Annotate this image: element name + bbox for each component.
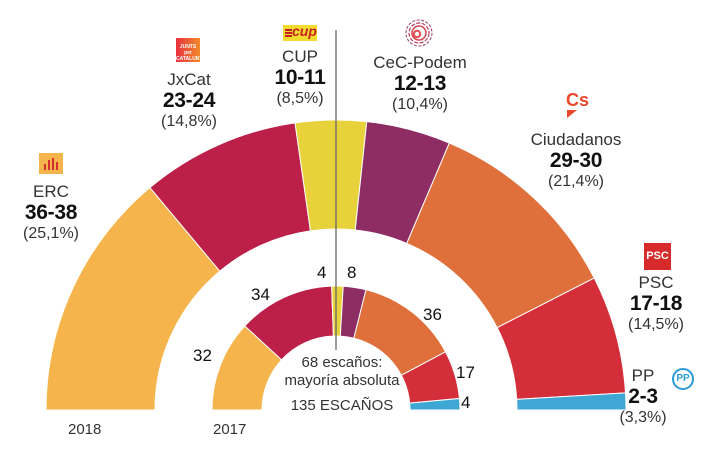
junts-logo-text: JUNTS per CATALUNYA xyxy=(176,44,206,62)
psc-logo-text: PSC xyxy=(646,250,669,262)
cup-logo-text: cup xyxy=(292,23,317,39)
label-pp: PP 2-3 (3,3%) xyxy=(614,366,672,426)
label-jxcat: JxCat 23-24 (14,8%) xyxy=(143,70,235,130)
party-name: PP xyxy=(631,366,655,385)
seats-2017-cup: 4 xyxy=(317,263,327,282)
label-psc: PSC 17-18 (14,5%) xyxy=(614,273,698,333)
label-ciudadanos: Ciudadanos 29-30 (21,4%) xyxy=(516,130,636,190)
seats-2017-pp: 4 xyxy=(461,393,471,412)
party-name: JxCat xyxy=(167,70,211,89)
seats-2017-psc: 17 xyxy=(456,363,475,382)
junts-per-catalunya-logo: JUNTS per CATALUNYA xyxy=(176,38,206,62)
seat-range: 17-18 xyxy=(629,292,683,316)
label-cup: CUP 10-11 (8,5%) xyxy=(256,47,344,107)
ciudadanos-arrow-icon xyxy=(567,110,577,118)
cup-flag-stripes-icon xyxy=(285,29,292,37)
ciudadanos-logo: Cs xyxy=(566,90,596,120)
pp-logo: PP xyxy=(672,368,694,390)
catcomu-podem-logo xyxy=(404,18,434,48)
year-label-2017: 2017 xyxy=(213,421,247,438)
year-label-2018: 2018 xyxy=(68,421,102,438)
erc-bars-icon xyxy=(44,158,58,170)
majority-line1: 68 escaños: xyxy=(301,354,383,371)
seat-range: 29-30 xyxy=(549,149,603,173)
label-erc: ERC 36-38 (25,1%) xyxy=(5,182,97,242)
vote-percent: (8,5%) xyxy=(276,89,324,107)
podem-spiral-icon xyxy=(405,19,433,47)
majority-line2: mayoría absoluta xyxy=(284,372,400,389)
seats-2017-cec: 8 xyxy=(347,263,357,282)
majority-note: 68 escaños: mayoría absoluta xyxy=(272,354,412,390)
total-seats: 135 ESCAÑOS xyxy=(290,397,394,414)
vote-percent: (3,3%) xyxy=(619,408,667,426)
cup-logo: cup xyxy=(283,23,317,41)
seats-2017-jxcat: 34 xyxy=(251,285,270,304)
segment-2018-pp xyxy=(516,392,627,411)
erc-logo xyxy=(39,153,63,174)
party-name: PSC xyxy=(638,273,674,292)
seat-range: 23-24 xyxy=(162,89,216,113)
vote-percent: (25,1%) xyxy=(22,224,80,242)
seats-2017-erc: 32 xyxy=(193,346,212,365)
vote-percent: (21,4%) xyxy=(547,172,605,190)
label-cec-podem: CeC-Podem 12-13 (10,4%) xyxy=(360,53,480,113)
vote-percent: (10,4%) xyxy=(391,95,449,113)
seat-range: 2-3 xyxy=(628,385,658,409)
segment-2017-pp xyxy=(409,397,461,411)
seat-range: 12-13 xyxy=(393,72,447,96)
party-name: ERC xyxy=(33,182,69,201)
ring-2018 xyxy=(45,119,627,411)
party-name: CUP xyxy=(282,47,318,66)
vote-percent: (14,5%) xyxy=(627,315,685,333)
party-name: Ciudadanos xyxy=(530,130,622,149)
party-name: CeC-Podem xyxy=(373,53,467,72)
seat-range: 36-38 xyxy=(24,201,78,225)
ciudadanos-logo-text: Cs xyxy=(566,90,590,110)
vote-percent: (14,8%) xyxy=(160,112,218,130)
seats-2017-ciudadanos: 36 xyxy=(423,305,442,324)
pp-logo-text: PP xyxy=(676,373,690,384)
seat-range: 10-11 xyxy=(274,66,326,90)
psc-logo: PSC xyxy=(644,243,671,270)
